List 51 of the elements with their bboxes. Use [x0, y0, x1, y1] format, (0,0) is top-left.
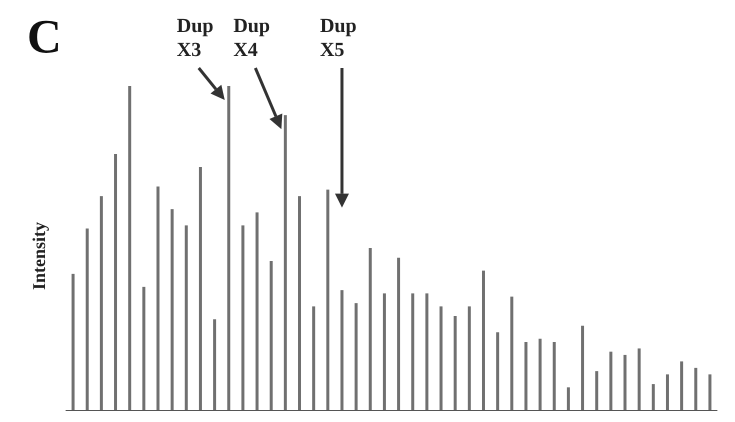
text: Dup X4: [233, 15, 270, 61]
bar: [581, 326, 584, 410]
bar: [397, 258, 400, 410]
bar: [595, 371, 598, 410]
bar: [213, 319, 216, 410]
bar: [72, 274, 75, 410]
bar: [156, 186, 160, 410]
bar: [270, 260, 273, 410]
bar: [340, 290, 344, 410]
bar: [454, 316, 457, 410]
bar: [524, 342, 528, 410]
bar: [86, 228, 89, 410]
bar: [368, 248, 372, 410]
bar: [312, 306, 316, 410]
bar: [482, 270, 485, 410]
bar: [638, 348, 641, 410]
bar: [440, 306, 443, 410]
text: Dup X5: [320, 15, 357, 61]
bar: [114, 154, 118, 410]
bar: [624, 354, 627, 410]
bar: [566, 387, 570, 410]
bar: [298, 196, 302, 410]
bar: [354, 303, 358, 410]
bar: [496, 332, 500, 410]
bar: [170, 209, 174, 410]
bar: [100, 196, 103, 410]
bar: [680, 361, 684, 410]
bar: [227, 86, 230, 410]
bar: [694, 368, 698, 410]
bar: [708, 374, 712, 410]
bar: [184, 225, 188, 410]
text: Dup X3: [176, 15, 214, 61]
bar: [284, 115, 287, 410]
bar: [382, 293, 386, 410]
bar: [510, 296, 514, 410]
bar: [256, 212, 259, 410]
bar: [552, 342, 556, 410]
y-axis-title: Intensity: [29, 222, 49, 290]
bar: [142, 286, 146, 410]
bar: [198, 167, 202, 410]
bar: [666, 374, 669, 410]
bar: [425, 293, 428, 410]
bar: [609, 352, 612, 410]
bar: [468, 306, 471, 410]
bar: [128, 86, 132, 410]
bar: [241, 225, 244, 410]
bar: [411, 293, 414, 410]
chart-title: C: [27, 10, 62, 64]
bar: [538, 338, 542, 410]
bar: [652, 384, 655, 410]
bar: [326, 190, 330, 410]
